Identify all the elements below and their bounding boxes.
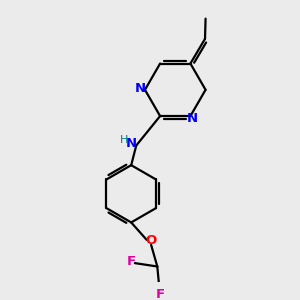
Text: F: F	[155, 288, 165, 300]
Text: N: N	[187, 112, 198, 125]
Text: H: H	[120, 136, 129, 146]
Text: O: O	[145, 234, 156, 247]
Text: N: N	[135, 82, 146, 95]
Text: N: N	[126, 137, 137, 150]
Text: F: F	[126, 256, 136, 268]
